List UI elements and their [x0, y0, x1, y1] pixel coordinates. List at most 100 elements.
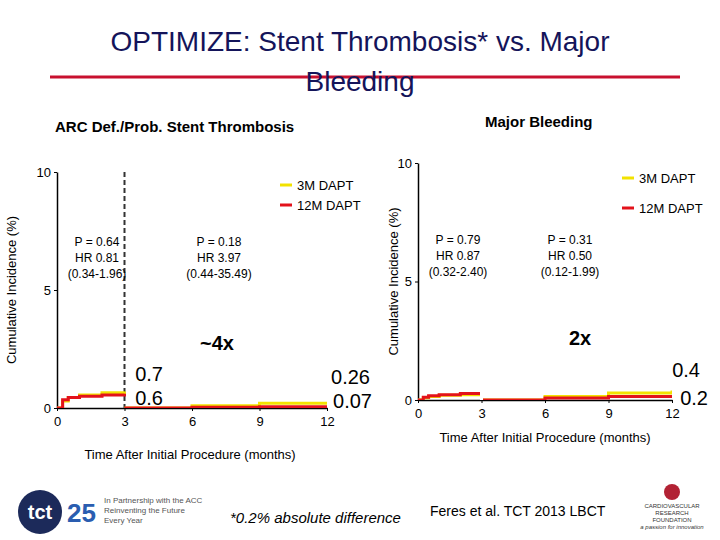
x-tick: 0 — [415, 400, 422, 421]
x-tick-mark — [260, 408, 261, 411]
annotation: P = 0.31 HR 0.50 (0.12-1.99) — [541, 233, 600, 279]
x-tick-mark — [482, 400, 483, 403]
annotation-line: HR 0.50 — [548, 249, 592, 263]
plot-area — [418, 163, 672, 400]
logo-tagline: Every Year — [104, 516, 143, 525]
y-tick-label: 10 — [398, 156, 412, 171]
annotation-line: HR 0.81 — [75, 251, 119, 265]
landmark-line — [124, 172, 126, 408]
series-line — [418, 393, 672, 400]
y-axis: 0 5 10 — [37, 165, 58, 416]
annotation: 0.26 — [331, 366, 370, 388]
x-axis: 0 3 6 9 12 — [415, 400, 680, 421]
y-tick: 10 — [37, 165, 57, 180]
legend-label: 12M DAPT — [639, 201, 703, 216]
annotation-line: (0.32-2.40) — [429, 265, 488, 279]
annotation: 2x — [569, 327, 591, 349]
logo-badge — [18, 490, 62, 534]
slide: ARC Def./Prob. Stent Thrombosis 0 3 6 9 12 0 5 1… — [0, 0, 720, 540]
y-tick-label: 10 — [37, 165, 51, 180]
annotation-line: 0.6 — [135, 387, 163, 409]
annotation-line: HR 3.97 — [197, 251, 241, 265]
chart-title: ARC Def./Prob. Stent Thrombosis — [55, 118, 294, 135]
x-axis-title: Time After Initial Procedure (months) — [84, 447, 295, 462]
x-tick: 3 — [478, 400, 485, 421]
annotation-line: HR 0.87 — [436, 249, 480, 263]
legend-label: 12M DAPT — [297, 198, 361, 213]
x-tick: 9 — [605, 400, 612, 421]
y-axis-title: Cumulative Incidence (%) — [386, 207, 401, 355]
annotation: P = 0.79 HR 0.87 (0.32-2.40) — [429, 233, 488, 279]
logo-tagline: In Partnership with the ACC — [104, 496, 202, 505]
legend-swatch — [622, 177, 634, 180]
crf-logo: CARDIOVASCULARRESEARCHFOUNDATIONa passio… — [640, 484, 704, 530]
annotation: ~4x — [200, 332, 234, 354]
y-tick-label: 0 — [405, 393, 412, 408]
x-tick-label: 0 — [415, 406, 422, 421]
annotation-line: 0.7 — [135, 363, 163, 385]
y-tick-mark — [54, 172, 57, 173]
crf-text: CARDIOVASCULAR — [644, 503, 700, 509]
x-tick-label: 12 — [665, 406, 679, 421]
y-tick: 0 — [44, 401, 57, 416]
x-tick: 9 — [256, 408, 263, 429]
series-line — [57, 391, 327, 408]
y-tick: 5 — [405, 274, 418, 289]
chart-title: Major Bleeding — [485, 113, 593, 130]
x-tick-mark — [545, 400, 546, 403]
annotation-line: 2x — [569, 327, 591, 349]
footnote: *0.2% absolute difference — [230, 509, 401, 526]
x-tick-mark — [125, 408, 126, 411]
x-tick-label: 6 — [542, 406, 549, 421]
x-tick-mark — [192, 408, 193, 411]
y-tick: 0 — [405, 393, 418, 408]
y-tick: 10 — [398, 156, 418, 171]
annotation: 0.7 — [135, 363, 163, 385]
crf-badge — [664, 484, 680, 500]
annotation-line: (0.44-35.49) — [186, 267, 251, 281]
annotation-line: 0.4 — [672, 359, 700, 381]
y-tick-label: 0 — [44, 401, 51, 416]
legend-swatch — [280, 204, 292, 207]
crf-text: a passion for innovation — [640, 524, 704, 530]
annotation: 0.2 — [680, 387, 708, 409]
x-tick: 6 — [189, 408, 196, 429]
annotation-line: P = 0.31 — [548, 233, 593, 247]
y-axis-title: Cumulative Incidence (%) — [4, 216, 19, 364]
annotation-line: P = 0.64 — [75, 235, 120, 249]
x-tick-label: 6 — [189, 414, 196, 429]
citation: Feres et al. TCT 2013 LBCT — [430, 503, 606, 519]
plot-area — [57, 172, 327, 408]
annotation-line: 0.26 — [331, 366, 370, 388]
legend-label: 3M DAPT — [297, 178, 353, 193]
x-axis: 036912 — [54, 408, 335, 429]
y-tick: 5 — [44, 283, 57, 298]
x-tick-label: 9 — [256, 414, 263, 429]
x-tick-mark — [609, 400, 610, 403]
x-tick-label: 3 — [478, 406, 485, 421]
annotation: P = 0.18HR 3.97(0.44-35.49) — [186, 235, 251, 281]
x-axis-title: Time After Initial Procedure (months) — [439, 430, 650, 445]
logo-text: tct — [28, 501, 53, 523]
y-tick-mark — [54, 408, 57, 409]
series-line — [57, 394, 327, 408]
tct-logo: tct25In Partnership with the ACCReinvent… — [18, 490, 202, 534]
annotation: 0.6 — [135, 387, 163, 409]
legend: 3M DAPT 12M DAPT — [280, 178, 361, 213]
logo-number: 25 — [67, 498, 96, 528]
legend-label: 3M DAPT — [639, 171, 695, 186]
x-tick: 0 — [54, 408, 61, 429]
legend: 3M DAPT 12M DAPT — [622, 171, 703, 216]
y-tick-mark — [415, 163, 418, 164]
legend-swatch — [622, 207, 634, 210]
y-tick-mark — [54, 290, 57, 291]
x-tick: 3 — [121, 408, 128, 429]
crf-text: RESEARCH — [655, 510, 688, 516]
y-tick-mark — [415, 400, 418, 401]
annotation-line: P = 0.79 — [436, 233, 481, 247]
annotation: 0.4 — [672, 359, 700, 381]
annotation: 0.07 — [333, 390, 372, 412]
y-tick-label: 5 — [44, 283, 51, 298]
annotation-line: (0.12-1.99) — [541, 265, 600, 279]
y-tick-mark — [415, 282, 418, 283]
